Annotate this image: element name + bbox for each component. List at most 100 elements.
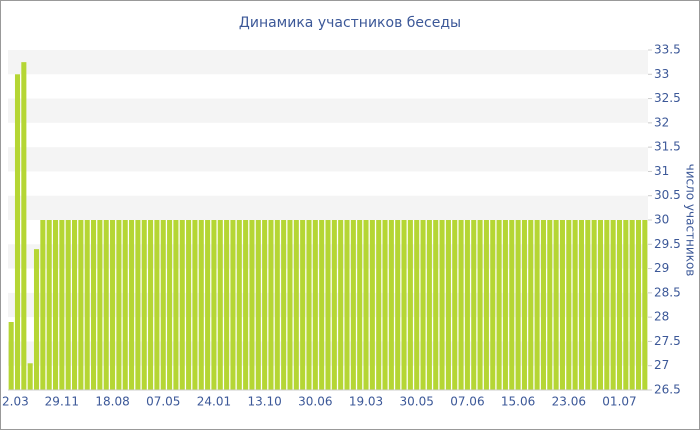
bar (566, 220, 572, 390)
bar (52, 220, 59, 390)
bar (623, 220, 629, 390)
bar (287, 220, 293, 390)
bar (21, 62, 27, 391)
bar (344, 220, 350, 390)
bar (407, 220, 413, 390)
y-tick-label: 26.5 (654, 383, 681, 397)
bar (521, 220, 527, 390)
y-tick-label: 31 (654, 164, 669, 178)
bar (300, 220, 306, 390)
bar (591, 220, 597, 390)
bar (319, 220, 325, 390)
bar (357, 220, 363, 390)
y-axis-label: число участников (684, 164, 698, 277)
bar (528, 220, 534, 390)
x-tick-label: 01.07 (602, 395, 636, 409)
bar (496, 220, 502, 390)
bar (268, 220, 274, 390)
bar (27, 363, 33, 390)
x-tick-label: 19.03 (349, 395, 383, 409)
bar (33, 249, 40, 390)
y-tick-label: 31.5 (654, 140, 681, 154)
bar (325, 220, 331, 390)
bar (515, 220, 521, 390)
grid-band (8, 50, 648, 75)
bar (262, 220, 268, 390)
y-tick-label: 30 (654, 213, 669, 227)
bar (274, 220, 280, 390)
x-tick-label: 23.06 (552, 395, 586, 409)
bar (217, 220, 223, 390)
bar (110, 220, 116, 390)
x-tick-label: 29.11 (45, 395, 79, 409)
bar (477, 220, 483, 390)
y-tick-label: 33 (654, 67, 669, 81)
y-tick-label: 29.5 (654, 237, 681, 251)
bar (540, 220, 546, 390)
bar (338, 220, 344, 390)
bar (293, 220, 299, 390)
bar (642, 220, 648, 390)
bar (578, 220, 584, 390)
bar (46, 220, 52, 390)
bar (509, 220, 515, 390)
bar (395, 220, 401, 390)
bar (198, 220, 204, 390)
bar (572, 220, 578, 390)
y-tick-label: 27 (654, 358, 669, 372)
grid-band (8, 147, 648, 172)
bar (14, 74, 21, 391)
bar (72, 220, 78, 390)
bar (420, 220, 426, 390)
bar (483, 220, 489, 390)
chart-title: Динамика участников беседы (239, 15, 461, 31)
bar (585, 220, 591, 390)
bar (129, 220, 135, 390)
bar (97, 220, 103, 390)
grid-band (8, 98, 648, 123)
bar (597, 220, 604, 390)
bar (78, 220, 84, 390)
bar (414, 220, 420, 390)
bar (192, 220, 198, 390)
bar (160, 220, 166, 390)
x-tick-label: 24.01 (197, 395, 231, 409)
grid-band (8, 195, 648, 220)
bar (154, 220, 160, 390)
bar (122, 220, 128, 390)
bar (306, 220, 312, 390)
bar (369, 220, 375, 390)
bar (534, 220, 540, 390)
bar (458, 220, 464, 390)
bar (426, 220, 432, 390)
bar (141, 220, 147, 390)
bar (236, 220, 242, 390)
bar (103, 220, 109, 390)
bar (490, 220, 496, 390)
bar (173, 220, 179, 390)
bar (629, 220, 635, 390)
bar (401, 220, 407, 390)
x-tick-label: 30.06 (298, 395, 332, 409)
bar (40, 220, 46, 390)
bar (464, 220, 470, 390)
bar (610, 220, 616, 390)
x-tick-label: 13.10 (247, 395, 281, 409)
y-tick-label: 32 (654, 115, 669, 129)
bar (249, 220, 255, 390)
bar (553, 220, 559, 390)
y-tick-label: 30.5 (654, 188, 681, 202)
bar (547, 220, 553, 390)
bar (116, 220, 122, 390)
bar (350, 220, 356, 390)
x-tick-label: 07.06 (450, 395, 484, 409)
bar (255, 220, 261, 390)
x-tick-label: 07.05 (146, 395, 180, 409)
bar (604, 220, 610, 390)
bar (230, 220, 236, 390)
bar (616, 220, 623, 390)
bar (445, 220, 451, 390)
bar (148, 220, 154, 390)
bar (91, 220, 97, 390)
